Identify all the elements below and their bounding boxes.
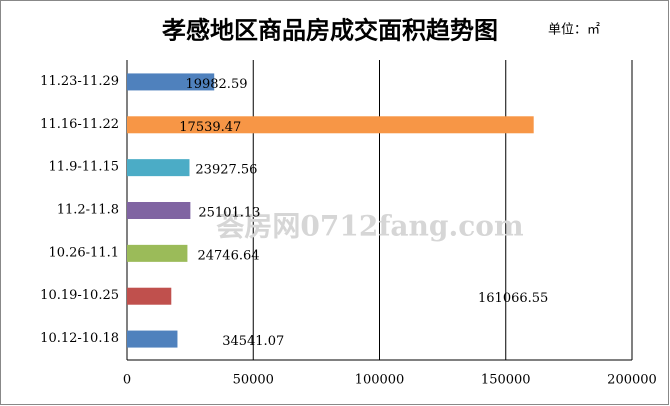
data-label: 23927.56 xyxy=(195,163,257,178)
watermark: 荟房网0712fang.com xyxy=(216,210,523,243)
data-label: 24746.64 xyxy=(197,248,259,263)
bar xyxy=(127,159,190,177)
x-tick-label: 50000 xyxy=(233,373,274,388)
x-tick-label: 0 xyxy=(123,373,131,388)
bar xyxy=(127,202,191,219)
bar xyxy=(127,287,172,305)
x-tick-label: 100000 xyxy=(355,373,405,388)
data-label: 161066.55 xyxy=(478,291,548,306)
chart-title: 孝感地区商品房成交面积趋势图 xyxy=(162,16,498,45)
y-tick-label: 10.19-10.25 xyxy=(40,288,119,303)
y-tick-label: 11.2-11.8 xyxy=(57,203,119,218)
y-tick-label: 11.9-11.15 xyxy=(48,160,119,175)
data-label: 19982.59 xyxy=(185,77,247,92)
x-tick-label: 200000 xyxy=(607,373,657,388)
y-tick-label: 10.26-11.1 xyxy=(48,245,119,260)
bar xyxy=(127,330,178,348)
bar xyxy=(127,73,215,91)
data-label: 25101.13 xyxy=(198,206,260,221)
y-tick-label: 11.23-11.29 xyxy=(40,74,119,89)
bar xyxy=(127,116,534,134)
unit-label: 单位：㎡ xyxy=(548,23,600,38)
bar xyxy=(127,244,188,262)
y-tick-label: 10.12-10.18 xyxy=(40,331,119,346)
data-label: 34541.07 xyxy=(222,334,284,349)
y-tick-label: 11.16-11.22 xyxy=(40,117,119,132)
data-label: 17539.47 xyxy=(179,120,241,135)
x-tick-label: 150000 xyxy=(481,373,531,388)
